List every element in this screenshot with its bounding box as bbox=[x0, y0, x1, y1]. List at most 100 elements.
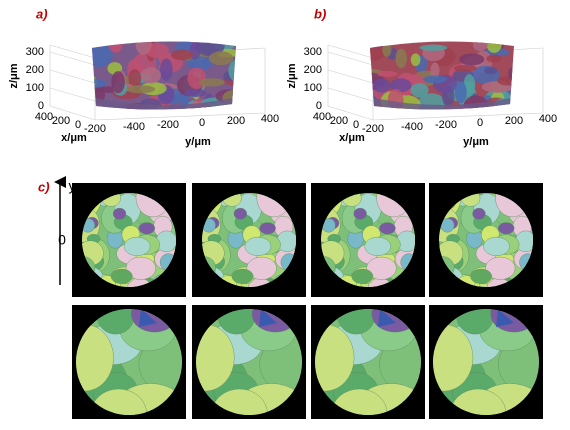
x-tick-label: 200 bbox=[330, 115, 348, 127]
grain bbox=[497, 222, 515, 235]
grain bbox=[108, 41, 123, 53]
grain bbox=[453, 64, 477, 72]
y-tick-label: 400 bbox=[539, 113, 557, 125]
grain bbox=[459, 53, 485, 66]
grain bbox=[505, 105, 514, 110]
grains bbox=[76, 309, 182, 415]
grain bbox=[410, 53, 421, 67]
box-grid bbox=[49, 69, 96, 84]
grain bbox=[96, 309, 135, 335]
cylinder-body bbox=[370, 41, 514, 110]
grain bbox=[378, 309, 396, 327]
x-tick-label: 400 bbox=[35, 111, 53, 123]
grain bbox=[141, 67, 161, 84]
grain bbox=[379, 222, 396, 235]
grain bbox=[377, 70, 398, 78]
grain bbox=[92, 41, 100, 43]
grain bbox=[419, 44, 448, 51]
z-tick-label: 200 bbox=[304, 64, 322, 76]
grain bbox=[389, 78, 412, 93]
axis-tick-label: 0 bbox=[58, 232, 66, 248]
grain bbox=[112, 207, 127, 220]
grain bbox=[187, 56, 213, 70]
grain bbox=[139, 309, 157, 327]
y-tick-label: -400 bbox=[401, 121, 423, 133]
grain-map bbox=[192, 305, 306, 419]
grain bbox=[430, 62, 440, 79]
grain bbox=[410, 83, 429, 98]
grain-map bbox=[311, 305, 425, 419]
z-tick-label: 300 bbox=[304, 46, 322, 58]
grain bbox=[217, 309, 256, 335]
grain bbox=[128, 69, 142, 89]
box-grid bbox=[49, 51, 96, 66]
grain bbox=[184, 89, 207, 97]
grain bbox=[454, 81, 467, 104]
x-axis-label: x/μm bbox=[61, 132, 87, 144]
y-tick-label: -200 bbox=[435, 119, 457, 131]
grain bbox=[233, 207, 247, 220]
z-axis-label: z/μm bbox=[8, 63, 20, 88]
x-tick-label: 200 bbox=[52, 115, 70, 127]
grain bbox=[110, 268, 133, 284]
x-tick-label: 0 bbox=[353, 119, 359, 131]
grain bbox=[472, 41, 488, 52]
cylinder-base bbox=[374, 98, 510, 110]
grain bbox=[259, 222, 276, 235]
grain bbox=[470, 268, 492, 284]
grain-map bbox=[311, 183, 425, 297]
y-tick-label: 200 bbox=[227, 115, 245, 127]
grain bbox=[496, 309, 514, 327]
sample-volume bbox=[370, 41, 514, 110]
grain bbox=[364, 236, 391, 256]
grain bbox=[208, 51, 234, 66]
grain bbox=[125, 256, 156, 280]
grain bbox=[222, 41, 234, 45]
grain bbox=[486, 41, 502, 53]
y-tick-label: -200 bbox=[157, 119, 179, 131]
grain bbox=[92, 78, 107, 89]
grain bbox=[395, 48, 407, 69]
x-tick-label: 0 bbox=[75, 119, 81, 131]
z-tick-label: 200 bbox=[26, 64, 44, 76]
grain bbox=[483, 236, 510, 256]
grain bbox=[337, 309, 375, 335]
y-tick-label: -400 bbox=[123, 121, 145, 133]
grain bbox=[423, 75, 448, 84]
grain bbox=[198, 78, 225, 87]
z-tick-label: 0 bbox=[316, 100, 322, 112]
panel-label: b) bbox=[314, 6, 326, 21]
grain bbox=[76, 324, 114, 392]
grain bbox=[407, 108, 417, 110]
grain bbox=[382, 42, 392, 57]
grain bbox=[135, 41, 152, 55]
y-axis-label: y/μm bbox=[463, 136, 489, 148]
grains bbox=[196, 309, 302, 415]
grain bbox=[456, 309, 494, 335]
grain bbox=[508, 66, 514, 82]
y-tick-label: 200 bbox=[505, 115, 523, 127]
y-tick-label: 0 bbox=[199, 117, 205, 129]
cylinder-body bbox=[92, 41, 236, 110]
grain bbox=[370, 103, 377, 110]
grain bbox=[486, 54, 502, 63]
x-tick-label: 400 bbox=[313, 111, 331, 123]
grain bbox=[111, 71, 125, 94]
grain bbox=[366, 256, 397, 280]
grain bbox=[126, 85, 156, 94]
panel-label: a) bbox=[36, 6, 48, 21]
x-tick-label: -200 bbox=[362, 123, 384, 135]
grain bbox=[187, 67, 207, 90]
grain bbox=[123, 236, 151, 256]
z-tick-label: 100 bbox=[304, 82, 322, 94]
grain bbox=[372, 78, 391, 93]
grain bbox=[138, 222, 156, 235]
grain bbox=[387, 88, 404, 110]
grain bbox=[259, 309, 277, 327]
z-tick-label: 300 bbox=[26, 46, 44, 58]
grain bbox=[171, 49, 193, 61]
grain-map bbox=[192, 183, 306, 297]
grain-map bbox=[429, 183, 543, 297]
x-axis-label: x/μm bbox=[339, 132, 365, 144]
